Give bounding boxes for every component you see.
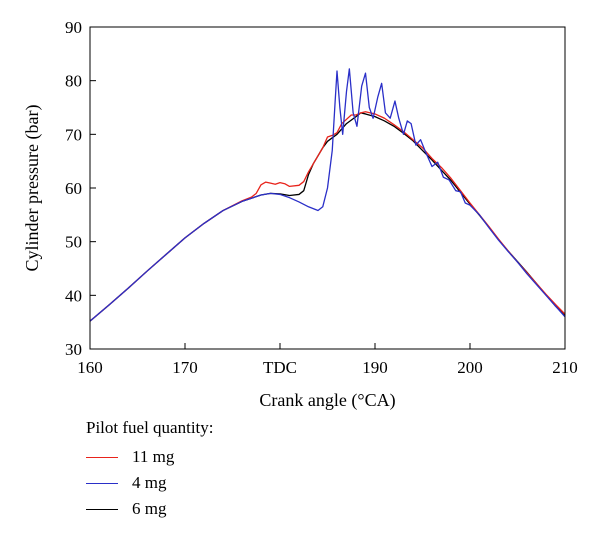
y-tick-label: 50: [65, 233, 82, 252]
x-tick-label: 190: [362, 358, 388, 377]
y-tick-label: 40: [65, 286, 82, 305]
legend-swatch: [86, 482, 118, 484]
legend-title: Pilot fuel quantity:: [86, 418, 214, 437]
x-tick-label: TDC: [263, 358, 297, 377]
x-tick-label: 170: [172, 358, 198, 377]
legend-swatch: [86, 508, 118, 510]
x-tick-label: 160: [77, 358, 103, 377]
legend-label: 4 mg: [132, 473, 167, 492]
series-layer: [89, 68, 566, 322]
legend-swatch: [86, 456, 118, 458]
series-line-6-mg: [89, 112, 566, 322]
series-line-4-mg: [89, 68, 566, 322]
plot-area: 160 170 TDC 190 200 210 30 40 50 60 70 80 90: [65, 18, 578, 377]
legend-item: 4 mg: [86, 470, 214, 496]
y-tick-label: 30: [65, 340, 82, 359]
legend-item: 11 mg: [86, 444, 214, 470]
y-axis-title: Cylinder pressure (bar): [22, 105, 43, 272]
y-tick-label: 80: [65, 72, 82, 91]
x-tick-label: 210: [552, 358, 578, 377]
tick-layer: 160 170 TDC 190 200 210 30 40 50 60 70 80 90: [65, 18, 578, 377]
legend-items: 11 mg 4 mg 6 mg: [86, 444, 214, 522]
legend: Pilot fuel quantity: 11 mg 4 mg 6 mg: [86, 418, 214, 522]
x-axis-title: Crank angle (°CA): [259, 390, 395, 411]
x-tick-label: 200: [457, 358, 483, 377]
y-tick-label: 60: [65, 179, 82, 198]
legend-label: 6 mg: [132, 499, 167, 518]
series-line-11-mg: [89, 111, 566, 322]
legend-label: 11 mg: [132, 447, 175, 466]
y-tick-label: 90: [65, 18, 82, 37]
y-tick-label: 70: [65, 125, 82, 144]
legend-item: 6 mg: [86, 496, 214, 522]
